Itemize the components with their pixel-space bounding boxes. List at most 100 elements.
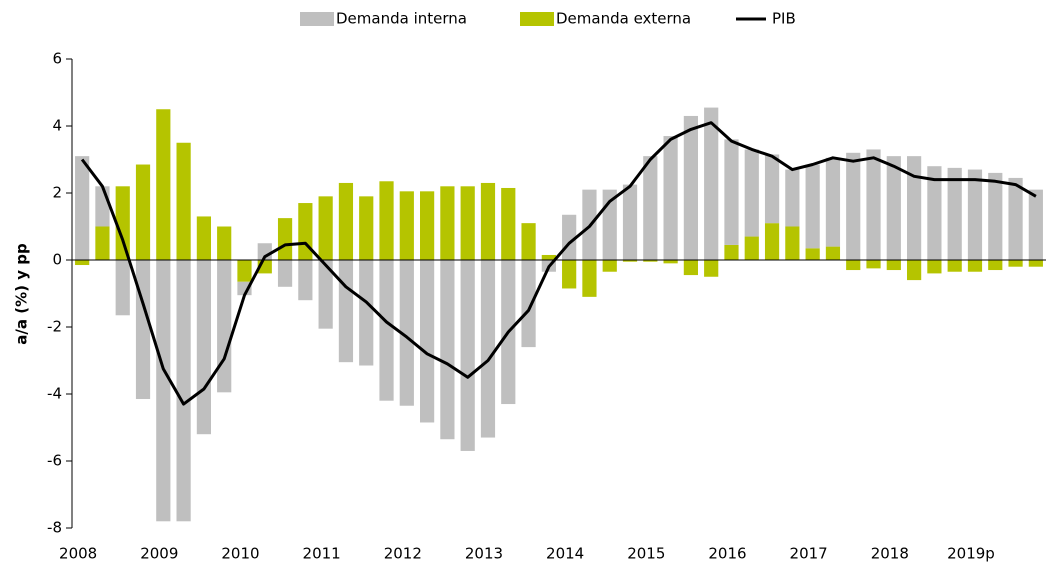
bar bbox=[176, 142, 191, 260]
bar bbox=[521, 223, 536, 260]
bar bbox=[115, 186, 130, 260]
bar bbox=[562, 260, 577, 289]
bar bbox=[886, 156, 901, 260]
bar bbox=[75, 156, 90, 260]
bar bbox=[764, 223, 780, 260]
x-tick-label: 2017 bbox=[790, 545, 828, 563]
bar bbox=[217, 260, 232, 393]
bar bbox=[866, 149, 881, 260]
bar bbox=[805, 164, 820, 249]
bar bbox=[480, 182, 496, 260]
bar bbox=[866, 260, 881, 269]
bar bbox=[135, 164, 151, 260]
bar bbox=[420, 260, 435, 423]
bar bbox=[602, 260, 617, 272]
legend-label: Demanda interna bbox=[336, 10, 467, 28]
bar bbox=[785, 169, 800, 227]
bar bbox=[156, 260, 171, 522]
bar bbox=[379, 260, 394, 401]
line bbox=[80, 121, 1037, 406]
x-tick-label: 2010 bbox=[221, 545, 259, 563]
bar bbox=[237, 260, 252, 282]
bar bbox=[907, 260, 922, 281]
bar bbox=[724, 139, 739, 245]
bar bbox=[399, 191, 414, 260]
bar bbox=[277, 260, 293, 287]
bar bbox=[683, 260, 698, 276]
x-tick-label: 2018 bbox=[871, 545, 909, 563]
bar bbox=[95, 226, 110, 260]
bar bbox=[176, 260, 191, 522]
bar bbox=[643, 156, 658, 260]
y-axis-label: a/a (%) y pp bbox=[13, 243, 31, 345]
bar bbox=[1028, 189, 1043, 260]
bar bbox=[988, 260, 1003, 271]
x-tick-label: 2009 bbox=[140, 545, 178, 563]
bar bbox=[744, 236, 759, 260]
bar bbox=[622, 260, 638, 262]
bar bbox=[825, 157, 841, 247]
y-tick-label: -2 bbox=[47, 318, 62, 336]
bar bbox=[115, 260, 130, 316]
legend-label: Demanda externa bbox=[556, 10, 691, 28]
bar bbox=[359, 260, 374, 366]
bar bbox=[1028, 260, 1043, 267]
bar bbox=[643, 260, 658, 262]
y-tick-label: -6 bbox=[47, 452, 62, 470]
bar bbox=[988, 172, 1003, 260]
bar bbox=[196, 216, 211, 260]
bar bbox=[846, 260, 861, 271]
bar bbox=[704, 260, 719, 277]
bar bbox=[541, 254, 556, 260]
bar bbox=[75, 260, 90, 266]
y-tick-label: -8 bbox=[47, 519, 62, 537]
bar bbox=[704, 107, 719, 260]
bar bbox=[967, 169, 983, 260]
bar bbox=[785, 226, 800, 260]
bar bbox=[298, 203, 313, 260]
bar bbox=[277, 218, 293, 260]
bar bbox=[399, 260, 414, 406]
y-tick-label: -4 bbox=[47, 385, 62, 403]
bar bbox=[663, 136, 678, 260]
x-tick-label: 2013 bbox=[465, 545, 503, 563]
bar bbox=[663, 260, 678, 264]
bar bbox=[217, 226, 232, 260]
x-tick-label: 2015 bbox=[627, 545, 665, 563]
legend-swatch bbox=[520, 12, 554, 26]
bar bbox=[927, 166, 942, 260]
bar bbox=[927, 260, 942, 274]
bar bbox=[1008, 177, 1023, 260]
bar bbox=[460, 186, 475, 260]
bar bbox=[318, 196, 333, 260]
bar bbox=[1008, 260, 1023, 267]
bar bbox=[846, 152, 861, 260]
y-tick-label: 0 bbox=[52, 251, 62, 269]
x-tick-label: 2012 bbox=[384, 545, 422, 563]
bar bbox=[420, 191, 435, 260]
bar bbox=[744, 149, 759, 237]
bar bbox=[521, 260, 536, 348]
bar bbox=[95, 186, 110, 227]
bar bbox=[298, 260, 313, 301]
bar bbox=[156, 109, 171, 260]
bar bbox=[907, 156, 922, 260]
bar bbox=[947, 260, 962, 272]
bar bbox=[724, 244, 739, 260]
bar bbox=[764, 154, 780, 224]
legend-label: PIB bbox=[772, 10, 796, 28]
bar bbox=[947, 167, 962, 260]
bar bbox=[460, 260, 475, 451]
bar bbox=[338, 182, 354, 260]
x-tick-label: 2016 bbox=[708, 545, 746, 563]
bar bbox=[967, 260, 983, 272]
bar bbox=[480, 260, 496, 438]
bar bbox=[683, 115, 698, 260]
y-tick-label: 4 bbox=[52, 117, 62, 135]
y-tick-label: 6 bbox=[52, 50, 62, 68]
bar bbox=[379, 181, 394, 260]
bar bbox=[582, 260, 597, 297]
bar bbox=[196, 260, 211, 435]
bar bbox=[886, 260, 901, 271]
bar bbox=[825, 246, 841, 260]
